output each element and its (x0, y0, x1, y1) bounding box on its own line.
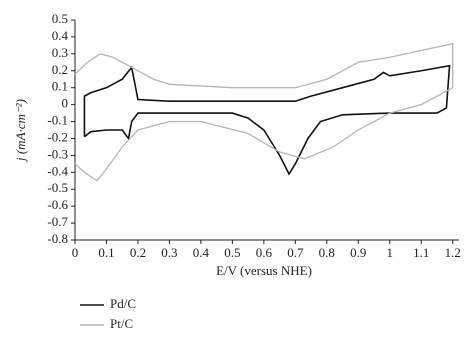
y-tick-label: -0.5 (47, 180, 68, 195)
y-tick-label: -0.3 (47, 146, 68, 161)
x-tick-label: 0.5 (224, 245, 240, 260)
x-tick-label: 1.2 (445, 245, 461, 260)
x-tick-label: 1.1 (413, 245, 429, 260)
x-axis-label: E/V (versus NHE) (216, 263, 312, 278)
legend-label: Pd/C (110, 296, 136, 311)
y-tick-label: 0.3 (52, 45, 68, 60)
y-tick-label: -0.8 (47, 231, 68, 246)
y-axis-label: j (mA·cm⁻²) (13, 99, 28, 163)
x-tick-label: 0 (72, 245, 79, 260)
x-tick-label: 0.1 (98, 245, 114, 260)
y-tick-label: -0.4 (47, 163, 68, 178)
series-line (83, 64, 451, 176)
x-tick-label: 0.6 (256, 245, 273, 260)
y-tick-label: 0.4 (52, 28, 69, 43)
legend-label: Pt/C (110, 316, 133, 331)
series-line (74, 42, 454, 182)
x-tick-label: 1 (387, 245, 394, 260)
x-tick-label: 0.7 (287, 245, 304, 260)
y-tick-label: 0.1 (52, 79, 68, 94)
x-tick-label: 0.4 (193, 245, 210, 260)
y-tick-label: -0.1 (47, 113, 68, 128)
y-tick-label: 0 (62, 96, 69, 111)
y-tick-label: -0.6 (47, 197, 68, 212)
y-tick-label: -0.7 (47, 214, 68, 229)
y-tick-label: -0.2 (47, 129, 68, 144)
x-tick-label: 0.8 (319, 245, 335, 260)
y-tick-label: 0.2 (52, 62, 68, 77)
y-tick-label: 0.5 (52, 11, 68, 26)
x-tick-label: 0.3 (161, 245, 177, 260)
x-tick-label: 0.2 (130, 245, 146, 260)
x-tick-label: 0.9 (350, 245, 366, 260)
